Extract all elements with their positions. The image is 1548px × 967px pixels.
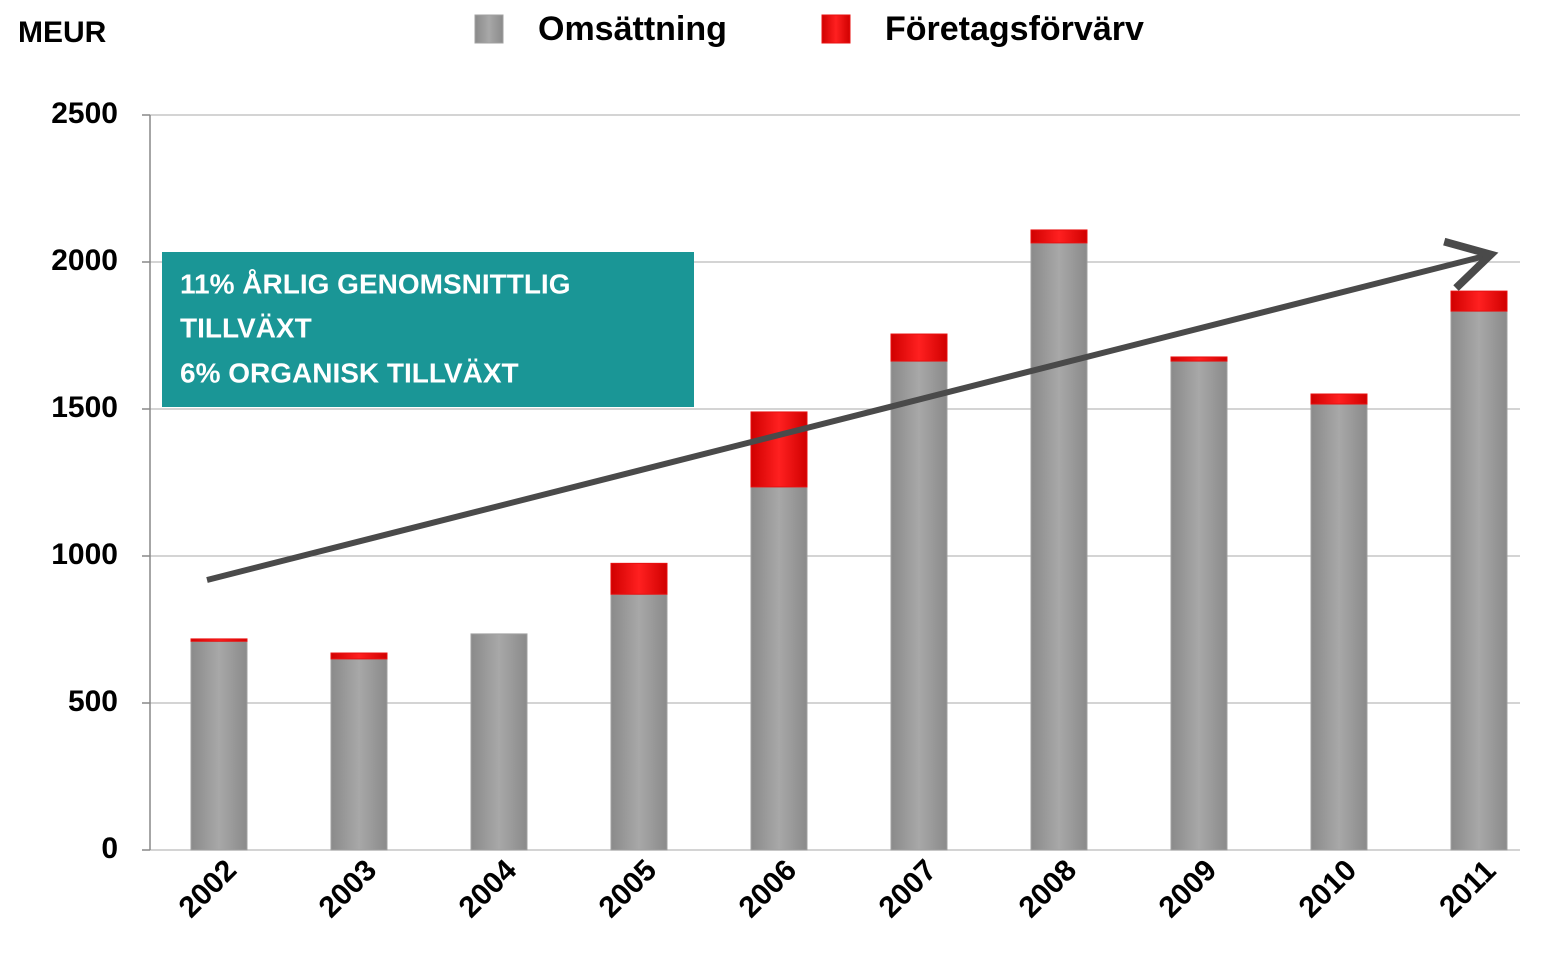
bar-segment [1170,360,1228,851]
annotation-line: TILLVÄXT [180,312,312,343]
y-tick-label: 0 [101,832,118,865]
legend-label: Omsättning [538,10,727,48]
annotation-line: 11% ÅRLIG GENOMSNITTLIG [180,268,570,299]
y-tick-label: 2000 [51,244,118,277]
bar-segment [470,633,528,851]
x-tick-label: 2007 [873,854,944,925]
bar-segment [1310,393,1368,405]
legend-swatch [474,14,504,44]
annotation-box [162,252,694,407]
bar-segment [890,333,948,362]
bar-segment [610,593,668,851]
bar-segment [1170,356,1228,362]
bar-segment [1310,403,1368,851]
x-tick-label: 2008 [1013,854,1084,925]
bar-segment [330,658,388,851]
bar-segment [1450,310,1508,851]
x-tick-label: 2009 [1153,854,1224,925]
y-tick-label: 2500 [51,97,118,130]
x-tick-label: 2010 [1293,854,1364,925]
y-tick-label: 500 [68,685,118,718]
legend-label: Företagsförvärv [885,10,1144,48]
bar-segment [610,562,668,595]
bar-segment [190,638,248,642]
trend-arrow [206,237,1499,583]
y-tick-label: 1000 [51,538,118,571]
x-tick-label: 2011 [1433,854,1502,923]
bar-segment [190,640,248,851]
x-tick-label: 2004 [453,853,524,924]
x-tick-label: 2005 [593,854,664,925]
x-tick-label: 2002 [173,854,244,925]
bar-segment [330,652,388,660]
legend-swatch [821,14,851,44]
annotation-line: 6% ORGANISK TILLVÄXT [180,357,519,388]
bar-segment [1030,242,1088,851]
x-tick-label: 2006 [733,854,804,925]
bar-segment [1030,229,1088,244]
bar-segment [1450,290,1508,312]
bar-segment [750,411,808,488]
x-tick-label: 2003 [313,854,384,925]
bar-segment [750,486,808,851]
y-axis-label: MEUR [18,16,107,49]
y-tick-label: 1500 [51,391,118,424]
bar-segment [890,360,948,851]
